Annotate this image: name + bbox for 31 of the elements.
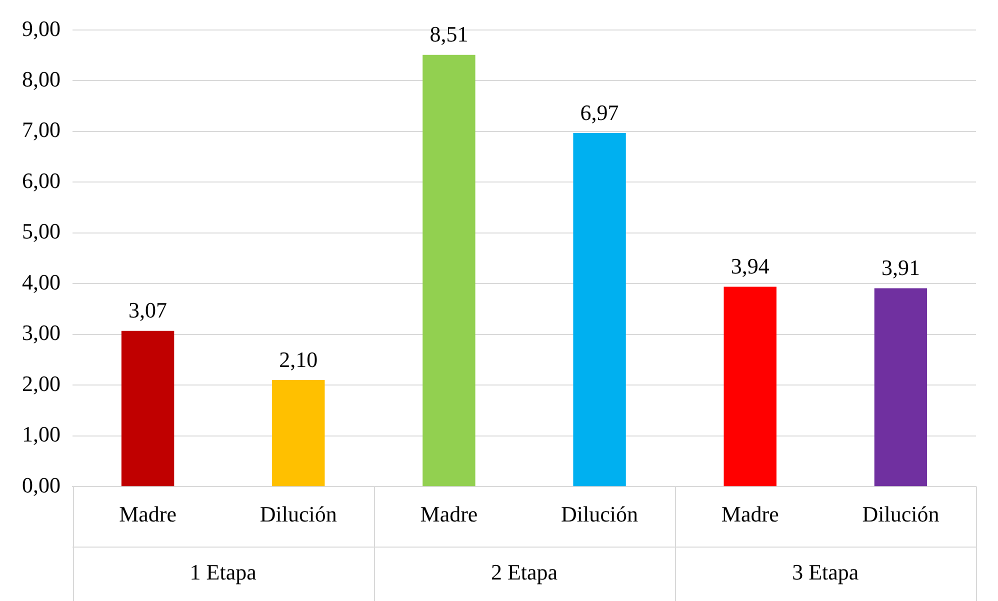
- text: 3 Etapa: [792, 559, 859, 584]
- data-label: 8,51: [430, 22, 468, 47]
- y-tick-label: 3,00: [22, 320, 60, 346]
- y-tick-label: 7,00: [22, 117, 60, 142]
- data-label: 6,97: [580, 100, 619, 125]
- bar: [573, 132, 626, 486]
- text: 2 Etapa: [490, 559, 558, 584]
- y-tick-label: 1,00: [22, 422, 60, 447]
- x-tick-label: Dilución: [561, 502, 638, 527]
- y-tick-label: 5,00: [22, 218, 60, 244]
- y-tick-label: 2,00: [22, 370, 60, 396]
- x-tick-label: Madre: [119, 502, 177, 527]
- x-tick-label: Dilución: [260, 502, 337, 527]
- bar: [121, 330, 174, 486]
- y-tick-label: 6,00: [22, 168, 60, 193]
- bar: [724, 286, 776, 486]
- y-tick-label: 0,00: [22, 472, 60, 498]
- y-tick-label: 9,00: [22, 16, 60, 41]
- x-tick-label: Madre: [721, 502, 779, 527]
- y-tick-label: 4,00: [22, 269, 60, 294]
- bar: [874, 288, 928, 486]
- bar: [272, 380, 325, 486]
- data-label: 3,94: [730, 253, 770, 278]
- data-label: 2,10: [279, 346, 318, 372]
- x-tick-label: Madre: [420, 502, 478, 527]
- data-label: 3,07: [128, 298, 168, 323]
- text: 1 Etapa: [190, 559, 257, 584]
- data-label: 3,91: [881, 255, 920, 280]
- y-tick-label: 8,00: [22, 66, 60, 92]
- bar: [422, 54, 476, 486]
- x-tick-label: Dilución: [862, 502, 940, 527]
